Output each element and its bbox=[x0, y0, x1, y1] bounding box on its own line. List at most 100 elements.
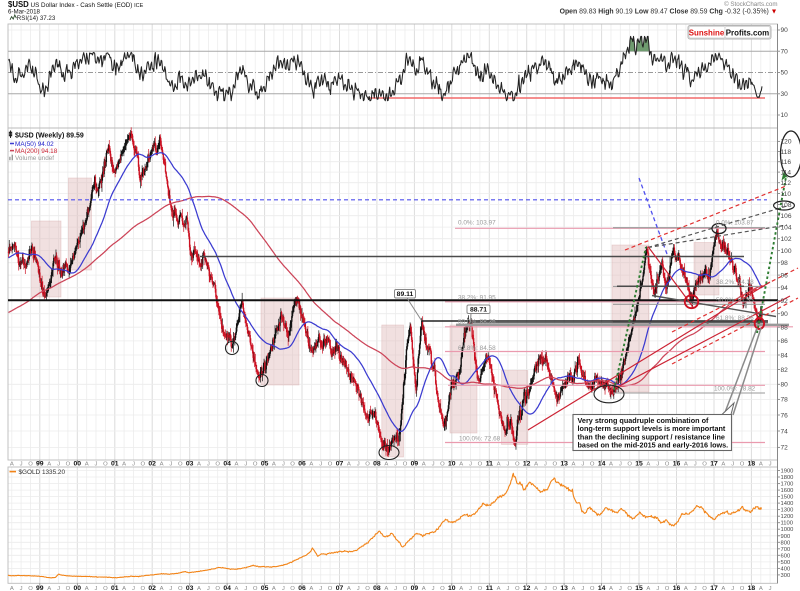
svg-text:J: J bbox=[507, 586, 510, 591]
svg-text:$USD US Dollar Index - Cash Se: $USD US Dollar Index - Cash Settle (EOD)… bbox=[8, 0, 144, 9]
svg-text:16: 16 bbox=[673, 460, 681, 467]
svg-text:92: 92 bbox=[781, 298, 789, 305]
svg-text:J: J bbox=[319, 461, 322, 467]
svg-text:J: J bbox=[244, 586, 247, 591]
svg-text:78: 78 bbox=[781, 397, 789, 404]
svg-text:A: A bbox=[10, 461, 14, 467]
svg-text:O: O bbox=[440, 461, 445, 467]
svg-text:06: 06 bbox=[298, 460, 306, 467]
svg-text:05: 05 bbox=[261, 460, 269, 467]
svg-text:A: A bbox=[572, 461, 576, 467]
svg-text:84: 84 bbox=[781, 352, 789, 359]
svg-text:01: 01 bbox=[111, 460, 119, 467]
svg-text:100: 100 bbox=[781, 248, 792, 255]
svg-text:O: O bbox=[103, 586, 108, 591]
svg-text:O: O bbox=[28, 586, 33, 591]
svg-text:700: 700 bbox=[781, 547, 791, 553]
svg-text:O: O bbox=[215, 586, 220, 591]
svg-text:A: A bbox=[197, 586, 201, 591]
svg-text:120: 120 bbox=[781, 139, 792, 146]
svg-text:90: 90 bbox=[781, 311, 789, 318]
svg-text:$GOLD 1335.20: $GOLD 1335.20 bbox=[19, 469, 66, 476]
svg-text:J: J bbox=[57, 461, 60, 467]
svg-text:88.71: 88.71 bbox=[470, 306, 487, 313]
svg-text:108: 108 bbox=[781, 202, 792, 209]
svg-text:12: 12 bbox=[523, 460, 531, 467]
svg-text:O: O bbox=[328, 461, 333, 467]
svg-text:O: O bbox=[141, 586, 146, 591]
svg-text:O: O bbox=[66, 461, 71, 467]
svg-text:A: A bbox=[497, 586, 501, 591]
svg-text:70: 70 bbox=[781, 49, 789, 56]
svg-text:O: O bbox=[66, 586, 71, 591]
svg-text:O: O bbox=[178, 586, 183, 591]
svg-text:O: O bbox=[702, 461, 707, 467]
svg-text:04: 04 bbox=[223, 585, 231, 591]
svg-text:01: 01 bbox=[111, 585, 119, 591]
svg-text:74: 74 bbox=[781, 428, 789, 435]
svg-text:J: J bbox=[169, 461, 172, 467]
svg-text:11: 11 bbox=[486, 585, 493, 591]
svg-text:© StockCharts.com: © StockCharts.com bbox=[724, 1, 777, 8]
svg-text:1200: 1200 bbox=[781, 514, 794, 520]
svg-text:A: A bbox=[47, 461, 51, 467]
svg-text:76: 76 bbox=[781, 412, 789, 419]
svg-text:110: 110 bbox=[781, 191, 792, 198]
svg-text:38.2%: 91.95: 38.2%: 91.95 bbox=[458, 295, 496, 302]
svg-text:O: O bbox=[478, 586, 483, 591]
svg-text:A: A bbox=[721, 461, 725, 467]
svg-text:A: A bbox=[85, 586, 89, 591]
svg-text:106: 106 bbox=[781, 213, 792, 220]
svg-text:O: O bbox=[28, 461, 33, 467]
svg-text:O: O bbox=[665, 461, 670, 467]
svg-text:61.8%: 88.36: 61.8%: 88.36 bbox=[716, 315, 754, 322]
svg-text:A: A bbox=[534, 461, 538, 467]
svg-text:O: O bbox=[290, 586, 295, 591]
svg-text:09: 09 bbox=[411, 585, 419, 591]
svg-text:A: A bbox=[122, 461, 126, 467]
svg-text:Sunshine: Sunshine bbox=[689, 28, 725, 37]
svg-text:A: A bbox=[85, 461, 89, 467]
svg-text:1600: 1600 bbox=[781, 488, 794, 494]
svg-text:J: J bbox=[769, 586, 772, 591]
svg-text:A: A bbox=[609, 461, 613, 467]
svg-text:O: O bbox=[515, 461, 520, 467]
svg-text:A: A bbox=[534, 586, 538, 591]
svg-text:J: J bbox=[731, 461, 734, 467]
svg-text:50: 50 bbox=[781, 70, 789, 77]
svg-text:112: 112 bbox=[781, 180, 792, 187]
svg-text:17: 17 bbox=[710, 460, 718, 467]
svg-text:J: J bbox=[544, 586, 547, 591]
svg-text:1000: 1000 bbox=[781, 527, 794, 533]
svg-text:10: 10 bbox=[448, 460, 456, 467]
svg-text:09: 09 bbox=[411, 460, 419, 467]
svg-text:00: 00 bbox=[74, 460, 82, 467]
svg-text:80: 80 bbox=[781, 382, 789, 389]
svg-text:J: J bbox=[507, 461, 510, 467]
svg-text:J: J bbox=[132, 586, 135, 591]
svg-text:O: O bbox=[627, 461, 632, 467]
svg-text:A: A bbox=[459, 461, 463, 467]
svg-text:15: 15 bbox=[635, 460, 643, 467]
svg-text:A: A bbox=[684, 586, 688, 591]
svg-text:O: O bbox=[403, 586, 408, 591]
svg-text:08: 08 bbox=[373, 585, 381, 591]
svg-text:90: 90 bbox=[781, 27, 789, 34]
svg-text:A: A bbox=[497, 461, 501, 467]
svg-text:long-term support levels is mo: long-term support levels is more importa… bbox=[578, 424, 726, 433]
svg-text:J: J bbox=[619, 461, 622, 467]
svg-text:02: 02 bbox=[148, 585, 156, 591]
svg-text:A: A bbox=[759, 586, 763, 591]
svg-text:04: 04 bbox=[223, 460, 231, 467]
svg-text:82: 82 bbox=[781, 367, 789, 374]
svg-text:J: J bbox=[282, 586, 285, 591]
svg-text:O: O bbox=[553, 586, 558, 591]
svg-text:O: O bbox=[627, 586, 632, 591]
svg-text:99: 99 bbox=[36, 585, 44, 591]
svg-text:900: 900 bbox=[781, 534, 791, 540]
svg-text:A: A bbox=[10, 586, 14, 591]
svg-text:A: A bbox=[347, 586, 351, 591]
svg-text:based on the mid-2015 and earl: based on the mid-2015 and early-2016 low… bbox=[578, 440, 729, 449]
svg-text:J: J bbox=[57, 586, 60, 591]
svg-text:A: A bbox=[272, 461, 276, 467]
